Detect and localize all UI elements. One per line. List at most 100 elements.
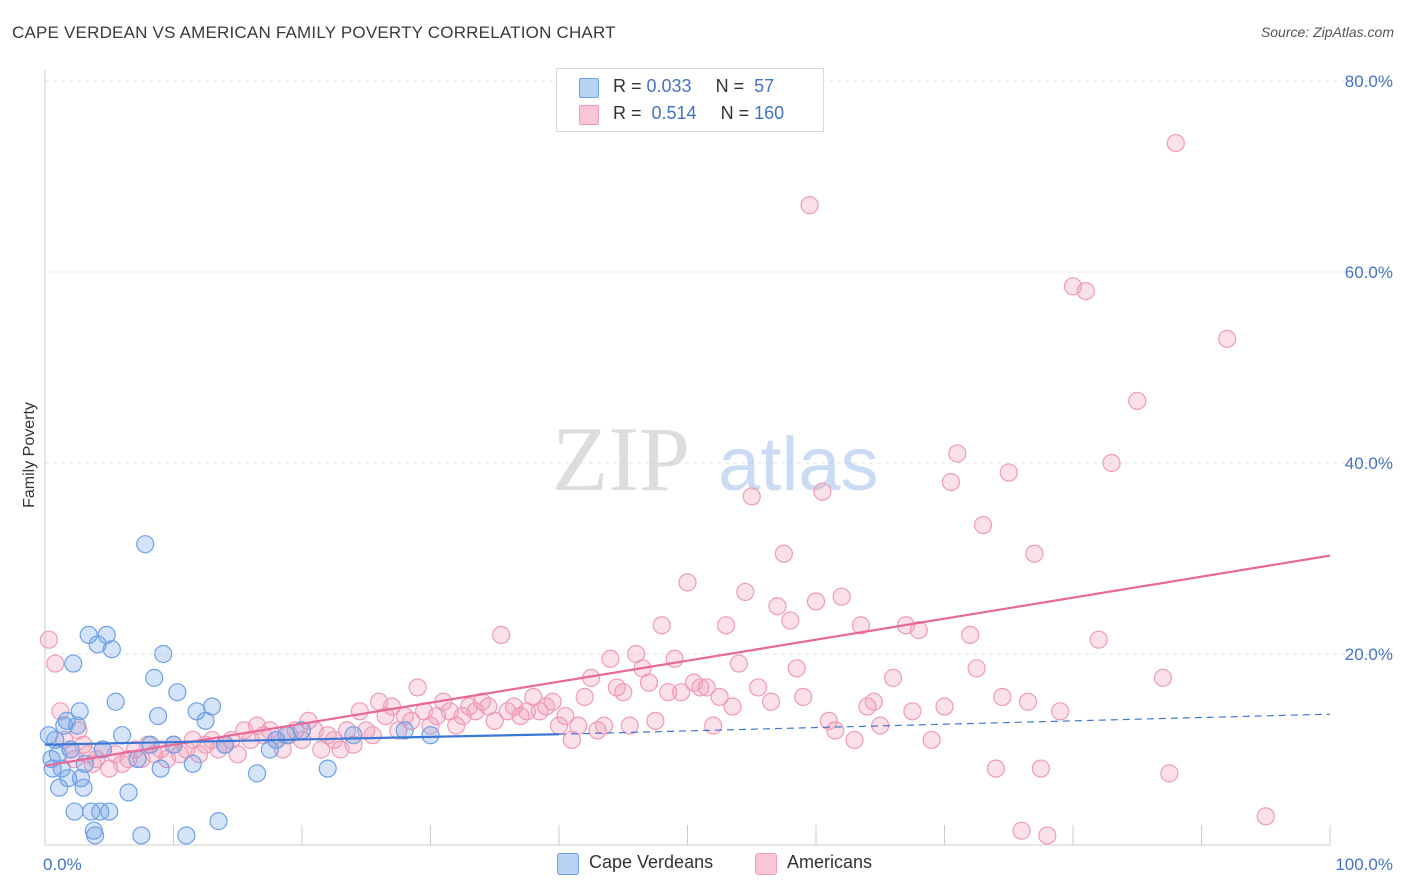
american-point — [556, 706, 575, 726]
american-point — [903, 702, 922, 721]
american-point — [986, 759, 1006, 778]
american-point — [363, 726, 382, 745]
american-point — [646, 711, 665, 730]
american-point — [543, 692, 562, 711]
cape-verdean-point — [106, 692, 125, 711]
legend-r-label: R = — [613, 76, 647, 96]
american-point — [845, 730, 864, 750]
trend-lines — [44, 554, 1331, 767]
legend-r-value-american: 0.514 — [646, 103, 697, 123]
american-point — [704, 716, 723, 735]
cape-verdean-point — [183, 754, 202, 773]
american-point — [671, 683, 691, 702]
cape-verdean-point — [318, 759, 337, 778]
american-trend-line — [44, 554, 1331, 767]
american-point — [832, 587, 851, 606]
american-point — [228, 745, 247, 764]
cape-trend-line-dashed — [558, 713, 1331, 735]
american-point — [794, 687, 813, 707]
american-point — [485, 711, 504, 730]
american-point — [819, 711, 838, 730]
american-point — [1031, 759, 1050, 778]
american-point — [1089, 630, 1108, 649]
legend-r-label: R = — [613, 103, 647, 123]
american-point — [190, 745, 209, 764]
american-point — [806, 592, 826, 611]
cape-verdean-point — [177, 826, 196, 845]
y-axis-label: Family Poverty — [21, 402, 38, 508]
american-point — [742, 487, 761, 506]
american-point — [941, 473, 961, 492]
american-point — [749, 678, 768, 697]
y-tick-label-3: 80.0% — [1345, 72, 1393, 91]
american-point — [614, 683, 633, 702]
y-tick-label-0: 20.0% — [1345, 645, 1393, 664]
american-point — [813, 482, 832, 501]
american-point — [1128, 391, 1147, 411]
cape-verdean-point — [97, 625, 116, 645]
bottom-legend-label-american: Americans — [787, 852, 873, 872]
american-point — [492, 625, 511, 645]
cape-verdean-point — [168, 683, 187, 702]
source-label: Source: ZipAtlas.com — [1260, 24, 1394, 40]
legend-n-label: N = — [720, 103, 755, 123]
cape-verdean-point — [277, 726, 296, 745]
american-point — [1076, 282, 1095, 301]
american-point — [697, 678, 716, 697]
american-point — [344, 735, 363, 754]
cape-verdean-point — [65, 802, 84, 821]
y-tick-labels: 20.0% 40.0% 60.0% 80.0% — [1345, 72, 1393, 664]
cape-verdean-point — [154, 644, 173, 664]
american-point — [1160, 764, 1179, 783]
american-point — [350, 702, 369, 721]
y-tick-label-2: 60.0% — [1345, 263, 1393, 282]
cape-verdean-point — [100, 802, 119, 821]
watermark-atlas: atlas — [718, 422, 879, 507]
chart-title: CAPE VERDEAN VS AMERICAN FAMILY POVERTY … — [12, 23, 616, 42]
american-point — [826, 721, 845, 740]
american-point — [1018, 692, 1038, 711]
cape-verdean-point — [209, 812, 228, 831]
cape-verdean-point — [102, 640, 121, 659]
legend-n-value-cape: 57 — [749, 76, 775, 96]
american-point — [678, 573, 697, 592]
bottom-legend-swatch-cape — [557, 853, 579, 875]
correlation-legend: R = 0.033 N = 57 R = 0.514 N = 160 — [556, 68, 824, 132]
american-point — [723, 697, 742, 716]
legend-n-value-american: 160 — [754, 103, 785, 123]
american-point — [716, 616, 736, 635]
legend-swatch-american — [579, 105, 599, 125]
american-point — [935, 697, 954, 716]
x-tick-labels: 0.0% 100.0% — [43, 855, 1393, 874]
watermark-zip: ZIP — [552, 408, 690, 510]
cape-verdean-point — [64, 654, 83, 673]
american-point — [46, 654, 65, 673]
cape-verdean-point — [57, 711, 76, 730]
cape-verdean-point — [136, 535, 155, 554]
cape-verdean-point — [132, 826, 151, 845]
american-point — [729, 654, 749, 673]
american-point — [408, 678, 427, 697]
american-point — [948, 444, 967, 463]
american-point — [883, 668, 903, 687]
cape-verdean-point — [112, 726, 132, 745]
legend-swatch-cape — [579, 78, 599, 98]
cape-verdean-point — [55, 716, 74, 735]
american-point — [51, 702, 70, 721]
american-point — [1218, 329, 1237, 348]
american-point — [447, 716, 466, 735]
american-point — [601, 649, 620, 668]
american-point — [999, 463, 1018, 482]
american-point — [967, 659, 986, 678]
cape-verdean-point — [395, 721, 414, 740]
american-point — [620, 716, 639, 735]
american-point — [761, 692, 781, 711]
cape-verdean-point — [247, 764, 267, 783]
cape-verdean-point — [68, 716, 87, 735]
cape-verdean-point — [86, 826, 105, 845]
american-point — [659, 683, 678, 702]
american-point — [575, 687, 594, 707]
american-point — [402, 711, 421, 730]
american-point — [1012, 821, 1031, 840]
